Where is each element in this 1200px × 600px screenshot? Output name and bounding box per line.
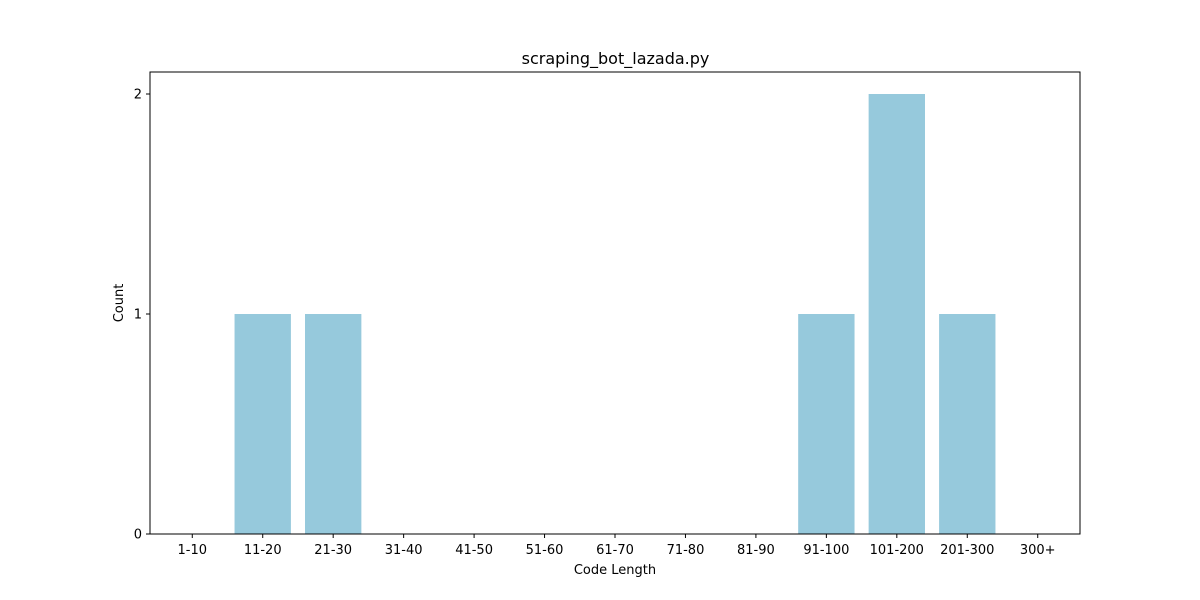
y-tick-label: 2: [134, 88, 142, 103]
x-tick-label: 41-50: [455, 543, 493, 558]
y-axis-ticks: 0 1 2: [134, 88, 150, 543]
y-tick-label: 0: [134, 528, 142, 543]
x-tick-label: 11-20: [244, 543, 282, 558]
x-tick-label: 61-70: [596, 543, 634, 558]
x-tick-label: 1-10: [178, 543, 208, 558]
bar-91-100: [798, 314, 855, 534]
bars-group: [234, 94, 996, 534]
chart-title: scraping_bot_lazada.py: [522, 49, 710, 69]
x-axis-label: Code Length: [574, 563, 656, 578]
x-tick-label: 51-60: [526, 543, 564, 558]
x-tick-label: 91-100: [803, 543, 849, 558]
x-tick-label: 21-30: [314, 543, 352, 558]
y-tick-label: 1: [134, 308, 142, 323]
x-tick-label: 81-90: [737, 543, 775, 558]
x-tick-label: 300+: [1020, 543, 1056, 558]
x-tick-label: 71-80: [667, 543, 705, 558]
bar-11-20: [234, 314, 291, 534]
x-axis-ticks: 1-10 11-20 21-30 31-40 41-50 51-60 61-70 71-80 8…: [178, 534, 1056, 558]
x-tick-label: 201-300: [940, 543, 994, 558]
bar-21-30: [305, 314, 362, 534]
y-axis-label: Count: [112, 284, 127, 323]
bar-201-300: [939, 314, 996, 534]
x-tick-label: 101-200: [870, 543, 924, 558]
x-tick-label: 31-40: [385, 543, 423, 558]
bar-101-200: [868, 94, 925, 534]
